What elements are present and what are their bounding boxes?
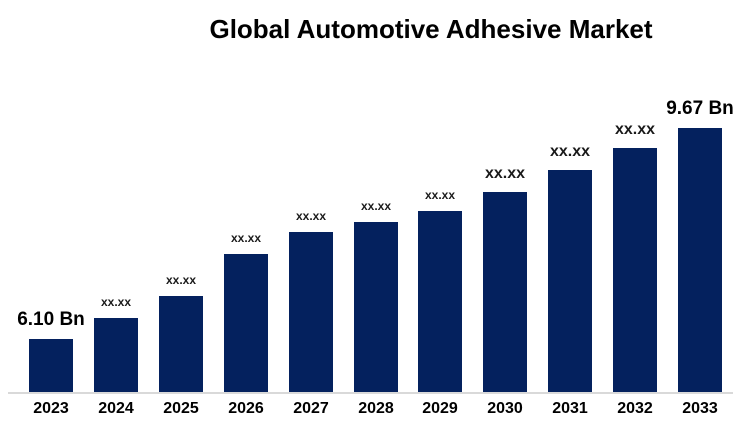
x-tick-2025: 2025 — [163, 400, 199, 417]
x-tick-2032: 2032 — [617, 400, 653, 417]
x-tick-2029: 2029 — [422, 400, 458, 417]
x-tick-2033: 2033 — [682, 400, 718, 417]
bar-2029 — [418, 211, 462, 392]
bar-value-label-2027: xx.xx — [295, 209, 327, 223]
bar-2024 — [94, 318, 138, 392]
bar-value-label-2033: 9.67 Bn — [666, 98, 734, 119]
bar-2027 — [289, 232, 333, 392]
bar-value-label-2025: xx.xx — [165, 273, 197, 287]
x-tick-2027: 2027 — [293, 400, 329, 417]
x-tick-2023: 2023 — [33, 400, 69, 417]
x-tick-2028: 2028 — [358, 400, 394, 417]
bar-2033 — [678, 128, 722, 392]
x-axis-line — [8, 392, 733, 394]
x-tick-2026: 2026 — [228, 400, 264, 417]
x-tick-2024: 2024 — [98, 400, 134, 417]
bar-value-label-2023: 6.10 Bn — [17, 309, 85, 330]
x-tick-2031: 2031 — [552, 400, 588, 417]
x-tick-2030: 2030 — [487, 400, 523, 417]
bar-2023 — [29, 339, 73, 392]
bar-2025 — [159, 296, 203, 392]
bar-2032 — [613, 148, 657, 392]
bar-value-label-2026: xx.xx — [230, 231, 262, 245]
bar-2028 — [354, 222, 398, 392]
bar-value-label-2029: xx.xx — [424, 188, 456, 202]
bar-2030 — [483, 192, 527, 392]
bar-2026 — [224, 254, 268, 392]
bar-value-label-2032: xx.xx — [614, 121, 656, 138]
bar-value-label-2024: xx.xx — [100, 295, 132, 309]
chart-title: Global Automotive Adhesive Market — [209, 14, 653, 44]
bar-value-label-2030: xx.xx — [484, 165, 526, 182]
bar-2031 — [548, 170, 592, 392]
bar-value-label-2031: xx.xx — [549, 143, 591, 160]
bar-value-label-2028: xx.xx — [360, 199, 392, 213]
